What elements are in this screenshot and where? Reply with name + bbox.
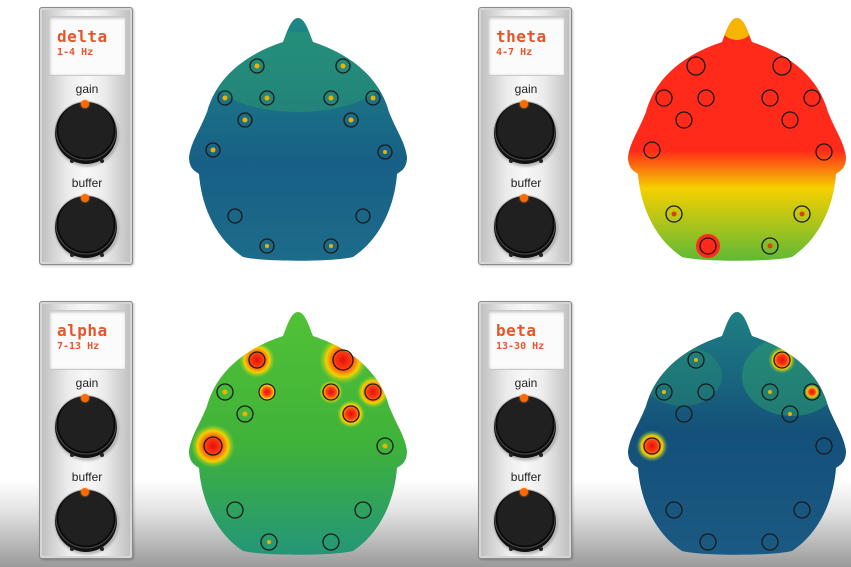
band-range: 1-4 Hz	[57, 47, 94, 58]
band-name: alpha	[57, 321, 108, 340]
delta-control-panel: delta 1-4 Hz gain buffer	[39, 7, 133, 265]
buffer-label: buffer	[510, 470, 542, 484]
knob-max-tick	[100, 453, 104, 457]
beta-topomap	[622, 306, 851, 558]
band-range: 13-30 Hz	[496, 341, 545, 352]
alpha-gain-knob[interactable]	[55, 394, 117, 458]
knob-min-tick	[509, 253, 513, 257]
gain-label: gain	[514, 376, 538, 390]
theta-topomap	[622, 12, 851, 264]
theta-buffer-knob[interactable]	[494, 194, 556, 258]
band-name: theta	[496, 27, 547, 46]
buffer-label: buffer	[71, 470, 103, 484]
alpha-control-panel: alpha 7-13 Hz gain buffer	[39, 301, 133, 559]
beta-gain-knob[interactable]	[494, 394, 556, 458]
delta-gain-knob[interactable]	[55, 100, 117, 164]
beta-buffer-knob[interactable]	[494, 488, 556, 552]
theta-display: theta 4-7 Hz	[487, 16, 565, 76]
alpha-buffer-knob[interactable]	[55, 488, 117, 552]
knob-max-tick	[539, 453, 543, 457]
delta-topomap	[183, 12, 413, 264]
knob-min-tick	[509, 159, 513, 163]
gain-label: gain	[75, 82, 99, 96]
knob-min-tick	[509, 453, 513, 457]
beta-display: beta 13-30 Hz	[487, 310, 565, 370]
theta-gain-knob[interactable]	[494, 100, 556, 164]
delta-buffer-knob[interactable]	[55, 194, 117, 258]
knob-min-tick	[70, 453, 74, 457]
knob-min-tick	[509, 547, 513, 551]
knob-min-tick	[70, 159, 74, 163]
band-range: 4-7 Hz	[496, 47, 533, 58]
knob-max-tick	[100, 547, 104, 551]
beta-control-panel: beta 13-30 Hz gain buffer	[478, 301, 572, 559]
band-name: beta	[496, 321, 537, 340]
knob-min-tick	[70, 253, 74, 257]
buffer-label: buffer	[71, 176, 103, 190]
gain-label: gain	[514, 82, 538, 96]
delta-display: delta 1-4 Hz	[48, 16, 126, 76]
knob-max-tick	[539, 253, 543, 257]
knob-max-tick	[100, 159, 104, 163]
gain-label: gain	[75, 376, 99, 390]
buffer-label: buffer	[510, 176, 542, 190]
alpha-display: alpha 7-13 Hz	[48, 310, 126, 370]
knob-max-tick	[539, 547, 543, 551]
knob-max-tick	[100, 253, 104, 257]
band-name: delta	[57, 27, 108, 46]
alpha-topomap	[183, 306, 413, 558]
knob-min-tick	[70, 547, 74, 551]
theta-control-panel: theta 4-7 Hz gain buffer	[478, 7, 572, 265]
knob-max-tick	[539, 159, 543, 163]
band-range: 7-13 Hz	[57, 341, 100, 352]
